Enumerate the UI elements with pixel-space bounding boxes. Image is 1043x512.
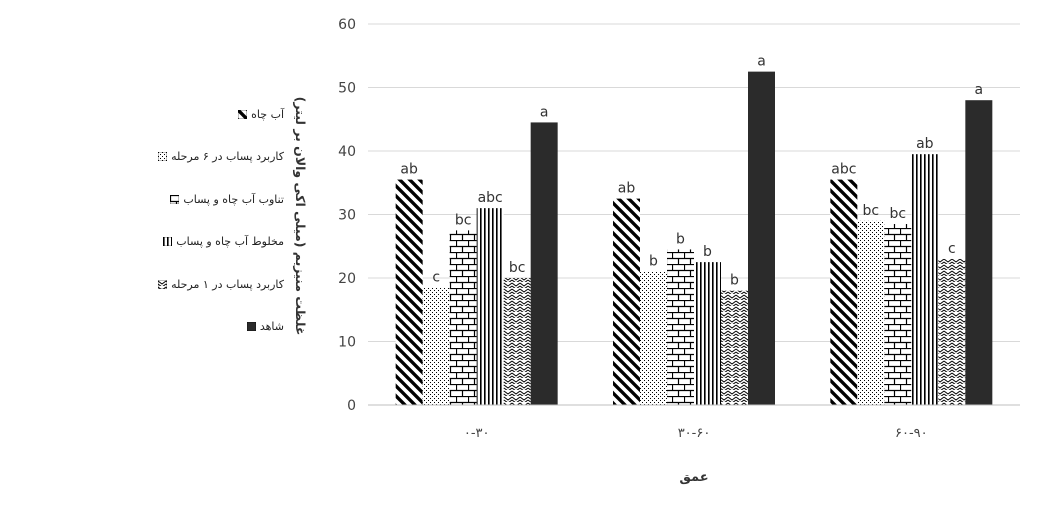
bar bbox=[694, 262, 721, 405]
bar-data-label: ab bbox=[916, 136, 934, 152]
bar-data-label: ab bbox=[400, 162, 418, 178]
bar-data-label: c bbox=[948, 241, 956, 257]
bar bbox=[830, 179, 858, 405]
legend-swatch bbox=[238, 109, 248, 119]
bar bbox=[667, 249, 694, 405]
bar-data-label: ab bbox=[618, 181, 636, 197]
bar-data-label: b bbox=[730, 273, 739, 289]
y-axis: 0 10 20 30 40 50 60 bbox=[338, 17, 356, 414]
bar-data-label: bc bbox=[863, 203, 880, 219]
bar bbox=[857, 220, 885, 405]
bar bbox=[613, 198, 640, 405]
legend-label: تناوب آب چاه و پساب bbox=[183, 192, 284, 206]
bar bbox=[938, 258, 966, 405]
legend-swatch bbox=[158, 279, 168, 289]
bar-data-label: c bbox=[432, 270, 440, 286]
legend-swatch bbox=[158, 152, 168, 161]
bar-data-label: b bbox=[703, 244, 712, 260]
bar-data-label: b bbox=[676, 231, 685, 247]
bar bbox=[503, 278, 531, 405]
legend-item: مخلوط آب چاه و پساب bbox=[163, 232, 284, 252]
legend-label: شاهد bbox=[259, 320, 284, 333]
legend-item: کاربرد پساب در ۶ مرحله bbox=[158, 147, 284, 167]
bar bbox=[721, 290, 748, 405]
y-tick-label: 0 bbox=[347, 398, 356, 414]
legend-item: آب چاه bbox=[190, 104, 284, 124]
legend-label: کاربرد پساب در ۶ مرحله bbox=[171, 150, 284, 163]
y-tick-label: 50 bbox=[338, 81, 356, 97]
y-tick-label: 30 bbox=[338, 208, 356, 224]
bar-data-label: a bbox=[975, 82, 984, 98]
legend-item: کاربرد پساب در ۱ مرحله bbox=[158, 274, 284, 294]
bar bbox=[422, 287, 450, 405]
legend-item: شاهد bbox=[190, 317, 284, 337]
bars bbox=[395, 71, 993, 406]
bar-data-label: a bbox=[540, 104, 549, 120]
x-tick-label: ۳۰-۶۰ bbox=[678, 426, 711, 441]
bar bbox=[884, 224, 912, 405]
x-tick-label: ۰-۳۰ bbox=[464, 426, 490, 441]
y-tick-label: 10 bbox=[338, 335, 356, 351]
x-axis-label: عمق bbox=[679, 470, 708, 485]
legend-label: کاربرد پساب در ۱ مرحله bbox=[171, 277, 284, 291]
y-axis-label: غلظت منیزیم (میلی اکی والان بر لیتر) bbox=[293, 97, 308, 336]
x-tick-label: ۶۰-۹۰ bbox=[895, 426, 928, 441]
bar-data-label: b bbox=[649, 254, 658, 270]
bar bbox=[476, 208, 504, 405]
bar bbox=[965, 100, 993, 405]
bar-data-label: bc bbox=[890, 206, 907, 222]
bar-data-label: bc bbox=[509, 260, 526, 276]
y-tick-label: 40 bbox=[338, 144, 356, 160]
legend-swatch bbox=[246, 322, 256, 331]
bar bbox=[449, 230, 477, 405]
y-tick-label: 20 bbox=[338, 271, 356, 287]
legend-label: آب چاه bbox=[251, 107, 284, 121]
bar bbox=[395, 179, 423, 405]
legend-swatch bbox=[163, 237, 173, 246]
bar bbox=[748, 71, 775, 405]
bar-data-label: abc bbox=[831, 162, 856, 178]
x-axis: ۰-۳۰ ۳۰-۶۰ ۶۰-۹۰ bbox=[368, 404, 1020, 441]
legend: آب چاه کاربرد پساب در ۶ مرحله تناوب آب چاه… bbox=[158, 104, 284, 359]
bar-data-label: bc bbox=[455, 212, 472, 228]
legend-swatch bbox=[170, 194, 180, 204]
bar-data-label: abc bbox=[478, 190, 503, 206]
bar-data-label: a bbox=[757, 54, 766, 70]
legend-label: مخلوط آب چاه و پساب bbox=[176, 235, 284, 248]
y-tick-label: 60 bbox=[338, 17, 356, 33]
bar bbox=[911, 154, 939, 405]
bar bbox=[530, 122, 558, 406]
bar bbox=[640, 271, 667, 405]
legend-item: تناوب آب چاه و پساب bbox=[170, 189, 284, 209]
